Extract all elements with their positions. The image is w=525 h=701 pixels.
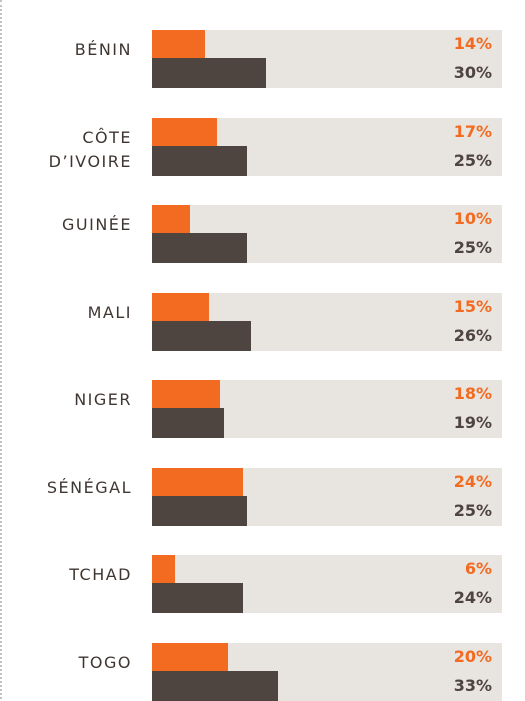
- value-label: 15%: [453, 296, 492, 316]
- bar: [152, 30, 206, 58]
- value-label: 14%: [453, 34, 492, 53]
- bar: [152, 117, 217, 146]
- bar: [152, 145, 248, 176]
- category-label: GUINÉE: [61, 215, 132, 234]
- value-label: 20%: [453, 646, 492, 666]
- value-label: 26%: [453, 325, 492, 345]
- bar: [152, 233, 248, 263]
- value-label: 24%: [453, 471, 492, 491]
- bar: [152, 495, 248, 526]
- value-label: 25%: [453, 500, 492, 520]
- bar: [152, 408, 225, 438]
- bar: [152, 58, 267, 88]
- value-label: 18%: [453, 384, 492, 403]
- category-label: TOGO: [78, 652, 132, 672]
- bar: [152, 642, 229, 671]
- value-label: 33%: [453, 675, 492, 695]
- category-label: NIGER: [74, 390, 132, 409]
- category-label: SÉNÉGAL: [46, 477, 132, 497]
- value-label: 17%: [453, 121, 492, 141]
- category-label: MALI: [87, 302, 132, 322]
- value-label: 25%: [453, 238, 492, 257]
- bar: [152, 205, 191, 233]
- bar: [152, 467, 244, 496]
- bar: [152, 555, 175, 583]
- category-label: TCHAD: [69, 565, 132, 584]
- category-label: BÉNIN: [74, 40, 132, 59]
- category-label: CÔTE D’IVOIRE: [48, 127, 132, 171]
- value-label: 24%: [453, 588, 492, 607]
- value-label: 19%: [453, 413, 492, 432]
- bar: [152, 583, 244, 613]
- value-label: 30%: [453, 63, 492, 82]
- value-label: 10%: [453, 209, 492, 228]
- bar: [152, 670, 278, 701]
- value-label: 6%: [464, 559, 492, 578]
- value-label: 25%: [453, 150, 492, 170]
- bar: [152, 292, 210, 321]
- bar: [152, 320, 251, 351]
- bar: [152, 380, 221, 408]
